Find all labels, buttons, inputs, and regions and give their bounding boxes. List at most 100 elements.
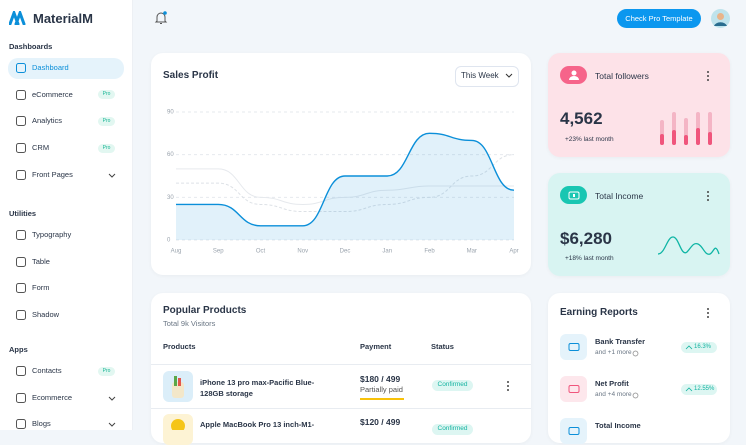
menu-dots[interactable] [502,380,514,392]
y-tick-label: 60 [167,152,174,158]
change-badge [681,384,717,395]
pro-badge: Pro [98,90,115,100]
x-tick-label: Oct [256,249,266,255]
divider [151,408,531,409]
menu-item[interactable]: Dashboard [32,63,69,72]
followers-change: +23% last month [565,136,614,143]
x-tick-label: Mar [467,249,477,255]
column-header: Status [431,342,454,351]
menu-dots[interactable] [702,307,714,319]
menu-dots[interactable] [702,190,714,202]
section-title: Dashboards [9,42,53,51]
card-title: Earning Reports [560,307,638,318]
column-header: Payment [360,342,392,351]
earning-sub: and +1 more [595,349,632,356]
menu-dots[interactable] [702,70,714,82]
page: {"brand":"MaterialM", "sidebar":{"sectio… [0,0,730,445]
y-tick-label: 90 [167,110,174,116]
income-wave [657,236,720,255]
chevron [108,396,116,401]
product-name: iPhone 13 pro max-Pacific Blue-128GB sto… [200,378,315,398]
x-tick-label: Nov [297,249,308,255]
icon [568,385,580,393]
status-badge: Confirmed [432,380,473,391]
earning-label: Net Profit [595,379,629,388]
income-change: +18% last month [565,255,614,262]
logo [9,11,26,25]
sales-card [151,53,531,275]
menu-item[interactable]: Ecommerce [32,392,73,402]
products-card [151,293,531,443]
menu-icon [16,392,26,403]
icon [568,191,580,200]
pro-badge: Pro [98,366,115,376]
x-tick-label: Feb [424,249,435,255]
x-tick-label: Sep [213,249,224,255]
active-item[interactable] [8,58,124,79]
card-title: Popular Products [163,305,247,316]
brand: MaterialM [33,11,93,26]
chevron [108,423,116,428]
payment-status: Partially paid [360,385,403,394]
menu-item[interactable]: Typography [32,230,72,239]
line-series [175,132,515,227]
menu-item[interactable]: Analytics [32,116,63,126]
pro-badge: Pro [98,143,115,153]
filter-select[interactable] [455,66,519,87]
menu-icon [16,63,26,73]
filter-label: This Week [461,71,499,80]
y-tick-label: 30 [167,195,174,201]
change-badge [681,342,717,353]
info-icon [632,350,639,357]
icon [569,70,579,80]
earning-icon [560,376,587,402]
menu-item[interactable]: Blogs [32,419,51,429]
product-art [172,376,184,398]
earning-label: Total Income [595,421,641,430]
menu-icon [16,169,26,180]
x-tick-label: Jan [382,249,392,255]
menu-item[interactable]: Form [32,283,50,293]
pro-button[interactable]: Check Pro Template [617,9,701,28]
mini-bars [660,112,712,145]
line-series [176,154,515,213]
card-title: Total followers [595,71,649,81]
menu-icon [16,283,26,294]
sales-chart: 0 30 60 90 Aug Sep Oct Nov Dec Jan Feb Mar Apr [167,110,519,255]
payment-progress [360,398,404,400]
card-title: Sales Profit [163,70,219,81]
up-arrow [685,345,693,350]
divider [151,364,531,365]
chevron [505,73,513,78]
card-subtitle: Total 9k Visitors [163,319,216,328]
pro-badge: Pro [98,116,115,126]
section-title: Utilities [9,209,37,218]
icon [568,343,580,351]
x-tick-label: Dec [340,249,351,255]
menu-icon [16,143,26,154]
chevron [108,173,116,178]
menu-item[interactable]: Shadow [32,310,60,320]
followers-value: 4,562 [560,109,603,128]
menu-icon [16,419,26,430]
x-tick-label: Apr [509,249,518,255]
menu-icon [16,366,26,376]
earning-sub: and +4 more [595,391,632,398]
menu-icon [16,230,26,240]
menu-item[interactable]: CRM [32,143,50,153]
menu-item[interactable]: eCommerce [32,89,73,99]
bell[interactable] [154,10,168,26]
x-tick-label: Aug [171,249,182,255]
column-header: Products [163,342,196,351]
area [176,133,514,240]
menu-item[interactable]: Front Pages [32,169,73,179]
product-name: Apple MacBook Pro 13 inch-M1- [200,420,315,429]
product-art [171,419,185,430]
avatar[interactable] [711,9,730,28]
payment: $180 / 499 [360,374,401,384]
menu-item[interactable]: Contacts [32,366,62,375]
up-arrow [685,387,693,392]
menu-icon [16,116,26,127]
change-value: 16.3% [694,344,712,350]
menu-item[interactable]: Table [32,256,50,266]
